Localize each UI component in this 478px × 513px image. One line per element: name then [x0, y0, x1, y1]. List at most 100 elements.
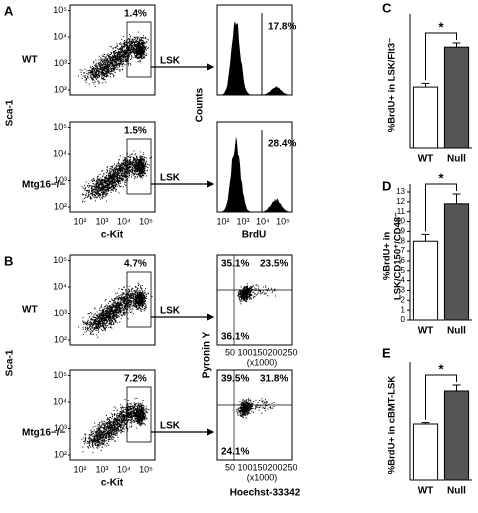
y-axis-label: Pyronin Y	[202, 331, 213, 378]
quadrant-percent: 23.5%	[260, 259, 288, 270]
quadrant-percent: 39.5%	[221, 374, 249, 385]
y-tick-label: 10³	[54, 58, 67, 68]
cell-events	[132, 403, 149, 429]
x-tick-label: 10⁵	[139, 216, 153, 226]
significance: *	[438, 170, 444, 185]
x-tick-label: 10⁵	[139, 464, 153, 474]
x-tick-label: WT	[418, 486, 434, 497]
row-label: WT	[22, 55, 38, 66]
y-tick-label: 10⁴	[53, 31, 67, 41]
y-tick-label: 5	[401, 266, 406, 275]
x-tick-label: 10²	[216, 216, 229, 226]
panel-label: D	[382, 178, 391, 193]
row-label: Mtg16−/−	[22, 180, 66, 191]
x-tick-label: 150	[252, 462, 267, 472]
cell-events	[133, 155, 149, 179]
y-tick-label: 10³	[54, 175, 67, 185]
y-tick-label: 10⁵	[53, 370, 67, 380]
row-label: Mtg16−/−	[22, 428, 66, 439]
y-tick-label: 13	[396, 187, 405, 196]
y-tick-label: 10	[396, 217, 405, 226]
error-bar	[452, 193, 461, 204]
bar	[443, 46, 470, 149]
x-tick-label: Null	[447, 326, 466, 337]
x-tick-label: 10⁴	[117, 216, 131, 226]
significance: *	[438, 19, 444, 34]
panel-label: A	[4, 3, 14, 18]
cell-events	[236, 398, 254, 419]
quadrant-percent: 36.1%	[221, 332, 249, 343]
plot-frame	[69, 4, 156, 96]
y-tick-label: 10⁵	[53, 255, 67, 265]
y-tick-label: 11	[397, 207, 406, 216]
x-tick-label: 100	[237, 347, 252, 357]
cell-events	[133, 286, 148, 312]
cell-events	[78, 282, 153, 338]
x-tick-label: 250	[282, 347, 297, 357]
x-tick-label: Null	[447, 486, 466, 497]
error-bar	[421, 82, 430, 88]
gate-label: LSK	[160, 421, 181, 432]
x-tick-label: 50	[225, 462, 235, 472]
gate-percent: 7.2%	[124, 374, 147, 385]
quadrant-percent: 35.1%	[221, 259, 249, 270]
quadrant-percent: 24.1%	[221, 447, 249, 458]
panel-label: E	[382, 345, 391, 360]
bar	[443, 203, 470, 321]
histogram	[217, 21, 292, 95]
y-tick-label: 0	[401, 315, 406, 324]
y-tick-label: 8	[401, 236, 406, 245]
error-bar	[452, 384, 461, 391]
x-tick-label: 10⁴	[117, 464, 131, 474]
gate-percent: 1.4%	[124, 9, 147, 20]
lsk-gate	[126, 138, 152, 195]
x-unit: (x1000)	[247, 472, 278, 482]
x-axis-label: Hoechst-33342	[230, 488, 301, 499]
gate-label: LSK	[160, 56, 181, 67]
plot-frame	[216, 121, 293, 213]
x-tick-label: 200	[267, 462, 282, 472]
gate-label: LSK	[160, 173, 181, 184]
cell-events	[244, 398, 275, 414]
bar	[412, 86, 439, 149]
y-axis-label: %BrdU+ in cBMT-LSK	[387, 376, 398, 475]
x-axis-label: BrdU	[242, 230, 266, 241]
plot-frame	[216, 369, 293, 461]
y-axis-label: %BrdU+ in	[382, 232, 393, 280]
x-tick-label: 10²	[73, 216, 86, 226]
histogram	[217, 136, 292, 212]
y-tick-label: 10⁵	[53, 5, 67, 15]
cell-events	[245, 284, 276, 299]
y-tick-label: 10²	[54, 449, 67, 459]
lsk-gate	[126, 386, 152, 443]
quadrant-percent: 31.8%	[260, 374, 288, 385]
y-tick-label: 10⁵	[53, 122, 67, 132]
row-label: WT	[22, 305, 38, 316]
plot-frame	[216, 4, 293, 96]
x-axis-label: c-Kit	[101, 230, 124, 241]
x-tick-label: 10²	[73, 464, 86, 474]
gate-percent: 4.7%	[124, 259, 147, 270]
y-tick-label: 3	[401, 286, 406, 295]
significance-bracket	[425, 374, 457, 420]
panel-label: C	[382, 0, 392, 15]
bar	[412, 423, 439, 481]
y-axis-label: LSK/CD150⁺/CD48⁻	[393, 212, 404, 300]
cell-events	[133, 37, 148, 63]
cell-events	[81, 397, 150, 453]
y-tick-label: 10⁴	[53, 396, 67, 406]
x-tick-label: 100	[237, 462, 252, 472]
x-tick-label: 10⁴	[256, 216, 270, 226]
gate-label: LSK	[160, 306, 181, 317]
y-tick-label: 12	[396, 197, 405, 206]
y-tick-label: 6	[401, 256, 406, 265]
y-tick-label: 7	[401, 246, 406, 255]
panel-label: B	[4, 253, 13, 268]
lsk-gate	[126, 271, 152, 328]
significance-bracket	[425, 183, 457, 232]
x-tick-label: 150	[252, 347, 267, 357]
significance: *	[438, 361, 444, 376]
bar	[443, 390, 470, 481]
x-tick-label: 250	[282, 462, 297, 472]
